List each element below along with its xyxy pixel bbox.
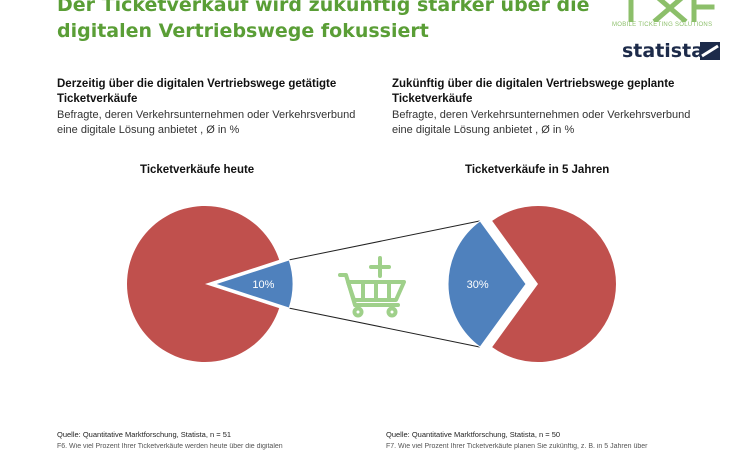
pie-data-label: 10% [252,279,274,291]
pie-today: 10% [127,205,294,362]
statista-mark-icon [700,42,720,60]
shopping-cart-plus-icon [338,256,406,318]
connector-lines [289,220,481,348]
statista-logo: statista [622,40,705,62]
pie-title-today: Ticketverkäufe heute [140,164,255,176]
source-left: Quelle: Quantitative Marktforschung, Sta… [57,430,232,439]
pie-future: 30% [447,206,616,362]
title-line-1: Der Ticketverkauf wird zukünftig stärker… [57,0,590,16]
footnote-left: F6. Wie viel Prozent Ihrer Ticketverkäuf… [57,443,283,450]
left-panel-heading: Derzeitig über die digitalen Vertriebswe… [57,78,337,105]
page-title: Der Ticketverkauf wird zukünftig stärker… [57,0,597,44]
txf-tagline: MOBILE TICKETING SOLUTIONS [612,22,713,28]
right-panel-heading: Zukünftig über die digitalen Vertriebswe… [392,78,675,105]
left-panel-subtitle: Befragte, deren Verkehrsunternehmen oder… [57,109,356,136]
pie-data-label: 30% [467,279,489,291]
pie-title-future: Ticketverkäufe in 5 Jahren [465,164,610,176]
pie-slice-digital [213,259,294,309]
txf-logo [628,0,715,22]
footnote-right: F7. Wie viel Prozent Ihrer Ticketverkäuf… [386,443,648,450]
connector-line-top [289,220,481,261]
pie-slice-other [492,206,616,362]
connector-line-bottom [289,307,481,348]
pie-slice-digital [447,220,527,348]
title-line-2: digitalen Vertriebswege fokussiert [57,20,429,42]
source-right: Quelle: Quantitative Marktforschung, Sta… [386,430,561,439]
right-panel-subtitle: Befragte, deren Verkehrsunternehmen oder… [392,109,691,136]
pie-slice-other [127,205,280,362]
